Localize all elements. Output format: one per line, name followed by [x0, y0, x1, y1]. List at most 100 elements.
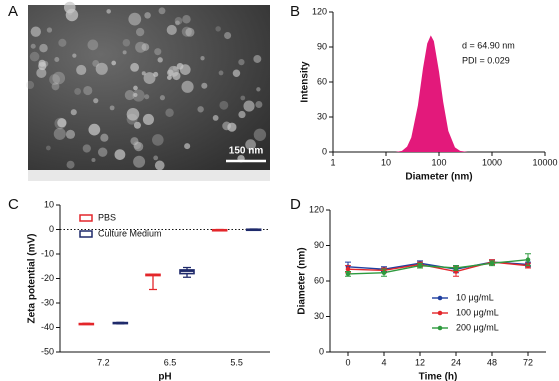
x-tick-label: 1000 [482, 157, 502, 167]
particle [184, 143, 191, 150]
particle [144, 12, 151, 19]
x-tick-label: 10 [381, 157, 391, 167]
particle [66, 160, 75, 169]
y-tick-label: -50 [41, 346, 54, 356]
particle [133, 155, 146, 168]
whisker [149, 273, 157, 291]
y-axis-label: Diameter (nm) [297, 247, 308, 314]
particle [224, 31, 232, 40]
marker [381, 270, 387, 276]
x-tick-label: 100 [431, 157, 446, 167]
x-tick-label: 1 [330, 157, 335, 167]
marker [417, 263, 423, 268]
x-tick-label: 24 [451, 357, 461, 367]
panel-label: B [290, 3, 300, 20]
particle [58, 38, 67, 47]
x-axis-label: Time (h) [419, 372, 458, 381]
scale-bar-label: 150 nm [229, 146, 264, 157]
particle [83, 85, 93, 96]
distribution-area [395, 35, 468, 153]
particle [29, 51, 40, 62]
y-tick-label: 30 [317, 111, 327, 121]
y-tick-label: 0 [322, 146, 327, 156]
particle [135, 27, 145, 37]
x-tick-label: 6.5 [164, 357, 177, 367]
particle [154, 160, 165, 171]
particle [128, 12, 142, 26]
y-axis-label: Zeta potential (mV) [27, 233, 38, 323]
legend-label: 100 μg/mL [456, 307, 499, 317]
particle [70, 109, 77, 116]
particle [87, 39, 99, 51]
particle [181, 26, 192, 37]
marker [345, 266, 351, 272]
particle [133, 141, 142, 150]
tem-image [28, 5, 270, 170]
panel-label: A [8, 3, 18, 20]
particle [63, 1, 76, 14]
particle [174, 17, 183, 25]
marker [345, 271, 351, 277]
particle [65, 129, 76, 139]
particle [227, 122, 237, 132]
particle [111, 60, 117, 66]
x-tick-label: 72 [523, 357, 533, 367]
particle [255, 100, 263, 108]
series-line [347, 259, 529, 275]
image-footer [28, 170, 270, 181]
particle [51, 82, 60, 91]
particle [133, 121, 141, 129]
particle [133, 92, 138, 97]
particle [181, 80, 194, 93]
y-tick-label: 120 [312, 6, 327, 16]
particle [245, 139, 256, 151]
x-tick-label: 48 [487, 357, 497, 367]
y-tick-label: 60 [314, 275, 324, 285]
particle [176, 62, 184, 70]
x-tick-label: 0 [345, 357, 350, 367]
particle [36, 67, 47, 79]
marker [525, 257, 531, 263]
particle [200, 56, 205, 61]
marker [453, 265, 459, 271]
particle [238, 59, 245, 66]
annotation: PDI = 0.029 [462, 55, 510, 65]
particle [172, 71, 181, 81]
y-tick-label: 120 [309, 204, 324, 214]
particle [100, 133, 109, 142]
particle [133, 141, 144, 152]
particle [109, 105, 115, 111]
y-tick-label: 0 [49, 224, 54, 234]
particle [54, 57, 60, 62]
x-axis-label: pH [158, 372, 171, 381]
particle [153, 155, 159, 161]
y-tick-label: 30 [314, 311, 324, 321]
particle [88, 123, 101, 136]
particle [197, 106, 204, 113]
particle [74, 88, 82, 95]
particle [165, 108, 174, 117]
legend-label: Culture Medium [98, 228, 162, 238]
y-tick-label: 60 [317, 76, 327, 86]
particle [157, 57, 163, 63]
legend-swatch [79, 214, 93, 222]
particle [240, 95, 246, 101]
particle [218, 70, 224, 76]
particle [253, 128, 267, 141]
particle [126, 113, 138, 125]
particle [141, 43, 150, 51]
annotation: d = 64.90 nm [462, 40, 515, 50]
legend-swatch [79, 230, 93, 238]
particle [97, 147, 108, 157]
particle [30, 43, 36, 49]
particle [91, 157, 96, 163]
particle [212, 114, 219, 121]
particle [185, 27, 195, 37]
particle [133, 85, 138, 91]
particle [126, 107, 140, 121]
y-tick-label: 90 [314, 240, 324, 250]
particle [52, 71, 66, 85]
particle [158, 7, 166, 15]
y-tick-label: 10 [44, 199, 54, 209]
